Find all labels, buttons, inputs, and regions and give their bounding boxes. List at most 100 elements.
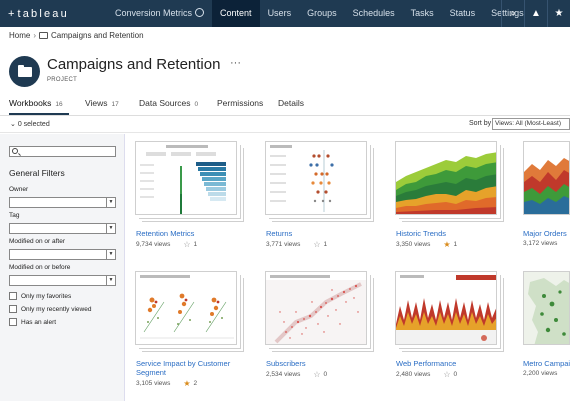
has-alert-filter[interactable]: Has an alert (9, 318, 56, 326)
tab-label: Permissions (217, 98, 264, 108)
nav-item-content[interactable]: Content (212, 0, 260, 27)
star-icon[interactable]: ★ (547, 0, 570, 27)
workbook-thumbnail[interactable] (135, 271, 237, 345)
workbook-thumbnail[interactable] (523, 271, 570, 345)
workbook-meta: 2,534 views ☆ 0 (266, 370, 327, 379)
nav-item-settings[interactable]: Settings (491, 8, 524, 18)
page-title: Campaigns and Retention (47, 56, 221, 73)
checkbox-label: Only my favorites (21, 292, 72, 300)
favorite-star-icon[interactable]: ☆ (443, 370, 451, 379)
workbook-name[interactable]: Retention Metrics (136, 229, 195, 238)
recently-viewed-filter[interactable]: Only my recently viewed (9, 305, 91, 313)
checkbox[interactable] (9, 318, 17, 326)
project-folder-icon (9, 56, 40, 87)
tab-permissions[interactable]: Permissions (217, 98, 263, 108)
favorite-count: 0 (323, 371, 328, 378)
breadcrumb-home[interactable]: Home (9, 31, 31, 40)
tab-label: Views (85, 98, 108, 108)
tab-label: Details (278, 98, 304, 108)
filter-sidebar: General Filters Owner ▼ Tag ▼ Modified o… (0, 134, 125, 401)
workbook-name[interactable]: Subscribers (266, 359, 306, 368)
owner-select[interactable]: ▼ (9, 197, 116, 208)
tableau-logo[interactable]: + tableau (8, 8, 69, 20)
selected-count-text: 0 selected (17, 121, 50, 128)
workbook-thumbnail[interactable] (523, 141, 570, 215)
tableau-logo-mark-icon: + (8, 7, 15, 20)
tab-details[interactable]: Details (278, 98, 304, 108)
breadcrumb: Home › Campaigns and Retention (9, 31, 144, 40)
site-switch-icon (195, 8, 205, 18)
sort-dropdown[interactable]: Views: All (Most-Least) (492, 118, 570, 130)
nav-item-groups[interactable]: Groups (307, 8, 337, 18)
modified-after-select[interactable]: ▼ (9, 249, 116, 260)
workbook-meta: 2,200 views (523, 370, 570, 377)
tab-label: Data Sources (139, 98, 191, 108)
checkbox[interactable] (9, 292, 17, 300)
alert-icon[interactable]: ▲ (524, 0, 547, 27)
search-icon (12, 148, 18, 154)
workbook-meta: 2,480 views ☆ 0 (396, 370, 457, 379)
checkbox[interactable] (9, 305, 17, 313)
selected-count[interactable]: ⌄ 0 selected (10, 121, 50, 128)
favorite-star-icon[interactable]: ★ (183, 379, 191, 388)
favorite-count: 1 (453, 241, 458, 248)
favorite-star-icon[interactable]: ☆ (183, 240, 191, 249)
nav-site-selector[interactable]: Conversion Metrics (107, 0, 212, 27)
modified-before-select[interactable]: ▼ (9, 275, 116, 286)
content-tabs: Workbooks 16 Views 17 Data Sources 0 Permis… (0, 96, 570, 116)
breadcrumb-project[interactable]: Campaigns and Retention (51, 31, 144, 40)
workbook-thumbnail[interactable] (395, 271, 497, 345)
workbook-name[interactable]: Major Orders (523, 229, 567, 238)
workbook-name[interactable]: Metro Campaign (523, 359, 570, 368)
page-subtitle: PROJECT (47, 77, 78, 83)
top-nav-bar: + tableau Conversion Metrics Content Use… (0, 0, 570, 27)
more-actions-button[interactable]: ··· (230, 57, 241, 69)
favorite-count: 1 (323, 241, 328, 248)
modified-before-label: Modified on or before (9, 264, 71, 271)
nav-item-schedules[interactable]: Schedules (352, 8, 395, 18)
active-tab-indicator (9, 113, 69, 115)
favorite-star-icon[interactable]: ☆ (313, 370, 321, 379)
filter-search-input[interactable] (9, 146, 116, 157)
favorite-count: 1 (193, 241, 198, 248)
workbook-name[interactable]: Historic Trends (396, 229, 447, 238)
view-count: 2,200 views (523, 370, 558, 377)
tab-views[interactable]: Views 17 (85, 98, 119, 108)
view-count: 3,105 views (136, 380, 171, 387)
tab-data-sources[interactable]: Data Sources 0 (139, 98, 198, 108)
workbook-thumbnail[interactable] (265, 271, 367, 345)
favorite-star-icon[interactable]: ☆ (313, 240, 321, 249)
search-icon[interactable]: ⌕ (501, 0, 524, 27)
tag-select[interactable]: ▼ (9, 223, 116, 234)
view-count: 9,734 views (136, 241, 171, 248)
nav-item-users[interactable]: Users (267, 8, 292, 18)
tab-count: 17 (111, 101, 119, 108)
workbook-name[interactable]: Returns (266, 229, 293, 238)
tab-workbooks[interactable]: Workbooks 16 (9, 98, 63, 108)
workbook-thumbnail[interactable] (265, 141, 367, 215)
general-filters-title: General Filters (9, 168, 65, 178)
favorite-star-icon[interactable]: ★ (443, 240, 451, 249)
chevron-down-icon: ▼ (106, 224, 115, 233)
tab-count: 0 (194, 101, 199, 108)
workbook-meta: 3,350 views ★ 1 (396, 240, 457, 249)
favorite-count: 2 (193, 380, 198, 387)
favorites-filter[interactable]: Only my favorites (9, 292, 71, 300)
modified-after-label: Modified on or after (9, 238, 66, 245)
workbook-name[interactable]: Web Performance (396, 359, 457, 368)
workbook-thumbnail[interactable] (135, 141, 237, 215)
nav-item-tasks[interactable]: Tasks (410, 8, 434, 18)
view-count: 2,480 views (396, 371, 431, 378)
workbook-meta: 3,771 views ☆ 1 (266, 240, 327, 249)
chevron-down-icon: ▼ (106, 250, 115, 259)
nav-item-status[interactable]: Status (449, 8, 476, 18)
tab-count: 16 (55, 101, 63, 108)
workbook-name[interactable]: Service Impact by Customer Segment (136, 359, 231, 377)
workbook-meta: 3,105 views ★ 2 (136, 379, 197, 388)
checkbox-label: Has an alert (21, 318, 57, 326)
workbook-thumbnail[interactable] (395, 141, 497, 215)
tableau-logo-text: tableau (17, 7, 69, 20)
view-count: 3,172 views (523, 240, 558, 247)
tag-label: Tag (9, 212, 20, 219)
chevron-down-icon: ▼ (106, 276, 115, 285)
